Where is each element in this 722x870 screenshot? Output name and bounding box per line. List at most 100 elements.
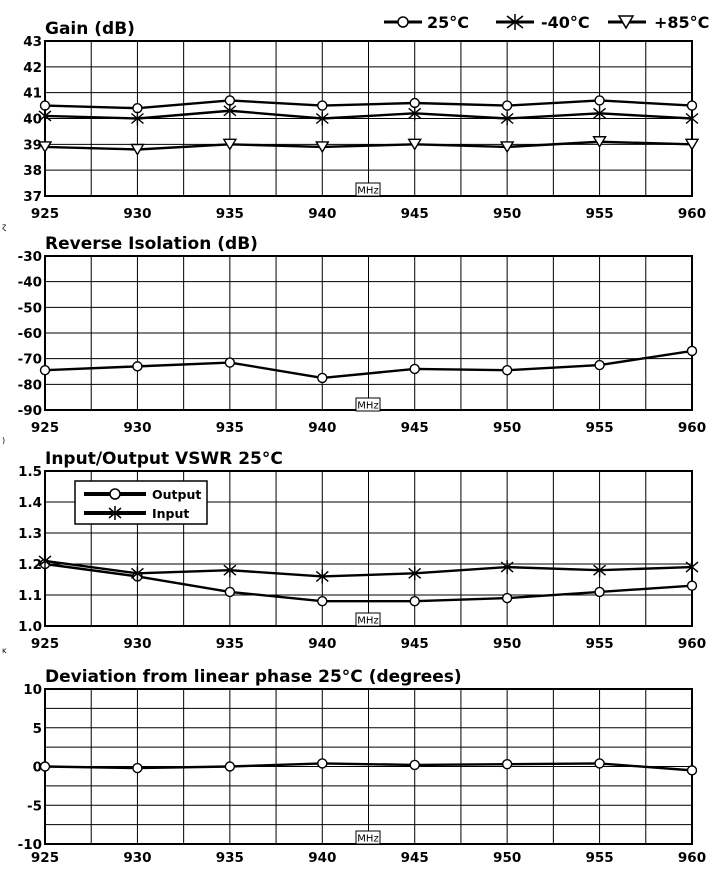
y-tick-label: 10 <box>23 682 42 698</box>
margin-mark-1: ɀ <box>2 222 7 231</box>
svg-text:MHz: MHz <box>357 401 378 412</box>
data-point <box>132 361 143 372</box>
legend-p85c-marker <box>617 15 635 30</box>
data-point <box>684 138 700 151</box>
x-tick-label: 955 <box>585 420 613 436</box>
y-tick-label: 40 <box>23 112 42 128</box>
y-tick-label: -80 <box>18 377 42 393</box>
x-tick-label: 950 <box>493 850 521 865</box>
x-tick-label: 930 <box>123 636 151 652</box>
data-point <box>501 758 513 770</box>
x-tick-label: 950 <box>493 636 521 652</box>
y-tick-label: 1.1 <box>18 588 42 604</box>
x-tick-label: 950 <box>493 206 521 222</box>
x-tick-label: 935 <box>216 850 244 865</box>
series-line <box>44 99 693 110</box>
series-3 <box>37 136 700 156</box>
x-tick-label: 940 <box>308 420 336 436</box>
chart-panel-4: Deviation from linear phase 25°C (degree… <box>18 667 706 866</box>
legend-output-marker <box>109 488 121 500</box>
legend-m40c-label: -40°C <box>541 13 590 32</box>
legend-p85c-label: +85°C <box>654 13 709 32</box>
data-point <box>408 106 422 121</box>
y-tick-label: 41 <box>23 86 42 102</box>
y-tick-label: 38 <box>23 163 42 179</box>
series-line <box>44 762 693 772</box>
data-point <box>130 111 144 126</box>
x-tick-label: 960 <box>678 206 706 222</box>
x-tick-label: 940 <box>308 206 336 222</box>
data-point <box>222 138 238 151</box>
data-point <box>686 100 698 111</box>
x-tick-label: 955 <box>585 206 613 222</box>
data-point <box>686 345 698 357</box>
y-tick-label: -50 <box>18 300 42 316</box>
legend-vswr-box <box>74 480 208 525</box>
y-tick-label: -90 <box>18 403 42 419</box>
data-point <box>315 111 329 126</box>
legend-output-label: Output <box>152 487 201 502</box>
chart-panel-1: Gain (dB) 37 38 39 40 41 42 43 925 930 935 940 945 95… <box>23 19 706 222</box>
legend-m40c-marker <box>506 14 524 30</box>
data-point <box>317 372 328 384</box>
data-point <box>593 106 607 121</box>
series-1 <box>39 95 698 114</box>
data-point <box>132 762 143 774</box>
data-point <box>315 141 330 154</box>
data-point <box>408 566 422 581</box>
x-unit-label: MHz <box>355 397 381 412</box>
series-line <box>44 109 693 120</box>
data-point <box>594 586 605 598</box>
data-point <box>223 103 237 118</box>
data-point <box>594 95 605 106</box>
x-tick-label: 930 <box>123 420 151 436</box>
x-tick-label: 960 <box>678 636 706 652</box>
data-point <box>685 111 699 126</box>
x-tick-label: 925 <box>31 420 59 436</box>
y-tick-label: 1.2 <box>18 557 42 573</box>
data-point <box>317 758 328 769</box>
x-tick-label: 960 <box>678 850 706 865</box>
margin-mark-2: ) <box>2 436 5 445</box>
data-point <box>501 365 513 376</box>
x-tick-label: 945 <box>401 420 429 436</box>
x-tick-label: 960 <box>678 420 706 436</box>
data-point <box>317 596 328 607</box>
data-point <box>409 363 420 375</box>
legend-input-marker <box>108 506 122 520</box>
legend-top: 25°C -40°C +85°C <box>384 13 709 32</box>
data-point <box>499 141 515 154</box>
data-point <box>224 586 236 598</box>
chart-title: Gain (dB) <box>45 19 135 39</box>
data-point <box>130 143 145 156</box>
x-tick-label: 945 <box>401 206 429 222</box>
y-tick-label: 42 <box>23 60 42 76</box>
x-unit-label: MHz <box>355 182 381 197</box>
y-tick-label: 39 <box>23 137 42 153</box>
chart-title: Input/Output VSWR 25°C <box>45 449 283 469</box>
y-tick-label: 0 <box>33 760 42 776</box>
data-point <box>224 357 236 368</box>
x-tick-label: 935 <box>216 206 244 222</box>
x-tick-label: 950 <box>493 420 521 436</box>
data-point <box>593 563 607 578</box>
data-point <box>315 569 329 584</box>
y-tick-label: -40 <box>18 275 42 291</box>
data-point <box>501 100 513 111</box>
y-tick-label: -60 <box>18 326 42 342</box>
x-tick-label: 955 <box>585 850 613 865</box>
y-tick-label: 5 <box>33 721 42 737</box>
series-line <box>44 140 693 151</box>
x-tick-label: 955 <box>585 636 613 652</box>
x-unit-label: MHz <box>355 612 381 627</box>
data-point <box>500 560 514 575</box>
y-tick-label: 1.0 <box>18 619 42 635</box>
y-tick-label: 43 <box>23 34 42 50</box>
y-tick-label: 1.3 <box>18 526 42 542</box>
legend-25c-marker <box>397 16 409 28</box>
y-tick-label: -10 <box>18 837 42 853</box>
series-line <box>44 562 693 603</box>
data-point <box>38 553 52 568</box>
x-unit-label: MHz <box>355 830 381 845</box>
